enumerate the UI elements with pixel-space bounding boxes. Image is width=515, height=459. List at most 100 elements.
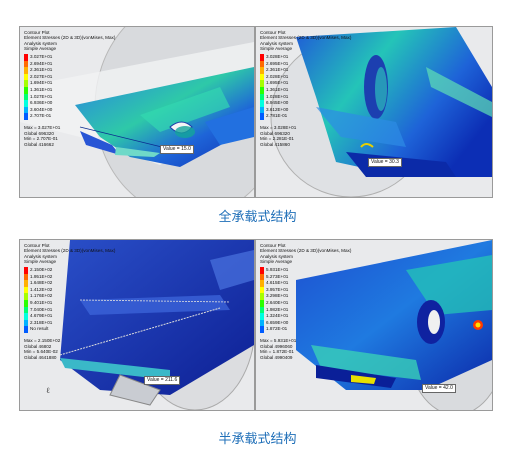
contour-panel-top-right: Contour Plot Element Stresses (2D & 3D)(… [255,26,493,198]
min-global: Global 4990409 [260,354,293,360]
plot-subtitle: Element Stresses (2D & 3D)(vonMises, Max… [24,35,116,41]
legend-label: 5.931E+01 [266,267,289,272]
legend-label: 3.298E+01 [266,293,289,299]
legend-label: 1.872E-01 [266,326,288,332]
legend-label: 1.982E+01 [266,306,289,312]
legend-swatch [260,326,264,333]
legend-label: 2.027E+01 [30,73,53,79]
legend-swatch [24,73,28,81]
legend-swatch [24,299,28,307]
max-global: Global 4996060 [260,343,293,349]
min-value: Min = 5.640E-02 [24,349,58,355]
legend-label: 3.028E+01 [266,54,289,59]
legend-swatch [24,326,28,333]
legend-entry: 7.040E+01 [24,306,53,314]
legend-swatch [24,267,28,274]
legend-swatch [24,273,28,281]
legend-entry: 2.361E+01 [260,67,288,74]
legend-label: 1.027E+01 [30,93,53,99]
legend-label: 2.318E+01 [30,319,53,325]
plot-average: Simple Average [24,258,57,264]
probe-value-box: Value = 15.0 [160,145,194,154]
legend-swatch [24,80,28,87]
legend-entry: 1.324E+01 [260,313,288,320]
legend-label: 1.028E+01 [266,93,289,99]
legend-label: 2.781E-01 [266,113,288,119]
max-value: Max = 5.931E+01 [260,338,297,343]
legend-label: 4.615E+01 [266,280,289,286]
legend-swatch [24,100,28,107]
legend-label: 1.176E+02 [30,293,53,299]
plot-stats: Max = 3.027E+01 Global 696320 Min = 2.70… [24,125,60,147]
legend-entry: 2.695E+01 [260,60,289,68]
legend-entry: 2.027E+01 [24,73,53,81]
legend-swatch [24,67,28,74]
plot-header: Contour Plot Element Stresses (2D & 3D)(… [24,30,115,51]
min-global: Global 415860 [260,141,290,147]
legend-label: 6.945E+00 [266,100,289,106]
legend-entry: 1.982E+01 [260,306,289,314]
color-legend: 3.027E+01 2.694E+01 2.361E+01 2.027E+01 1.69… [24,54,52,120]
min-value: Min = 2.281E-01 [260,136,294,142]
caption-semi-load-bearing: 半承载式结构 [218,432,297,447]
max-global: Global 46802 [24,343,52,349]
legend-label: 1.324E+01 [266,313,289,319]
plot-system: Analysis system [24,40,57,46]
legend-label: 2.150E+02 [30,267,53,272]
caption-full-load-bearing: 全承载式结构 [218,210,297,225]
color-legend: 2.150E+02 1.951E+02 1.648E+02 1.412E+02 1.17… [24,267,52,333]
plot-stats: Max = 3.028E+01 Global 696320 Min = 2.28… [260,125,296,147]
legend-label: 1.412E+02 [30,286,53,292]
legend-swatch [24,280,28,287]
max-value: Max = 3.028E+01 [260,125,297,130]
legend-label: 1.951E+02 [30,273,53,279]
legend-label: 2.694E+01 [30,60,53,66]
contour-panel-top-left: Contour Plot Element Stresses (2D & 3D)(… [19,26,255,198]
legend-entry: 6.945E+00 [260,100,288,107]
legend-label: 6.659E+00 [266,319,289,325]
plot-average: Simple Average [260,45,293,51]
plot-header: Contour Plot Element Stresses (2D & 3D)(… [24,243,115,264]
legend-label: 1.361E+01 [266,86,289,92]
legend-entry: 3.957E+01 [260,286,289,294]
legend-entry: 1.028E+01 [260,93,289,101]
legend-swatch [260,286,264,294]
legend-entry: 5.273E+01 [260,273,288,281]
plot-title: Contour Plot [260,243,286,248]
legend-swatch [24,60,28,68]
legend-label: 3.027E+01 [30,54,53,59]
legend-swatch [24,313,28,320]
color-legend: 5.931E+01 5.273E+01 4.615E+01 3.957E+01 3.29… [260,267,288,333]
legend-label: 2.695E+01 [266,60,289,66]
legend-entry: 3.027E+01 [24,54,52,61]
legend-swatch [24,54,28,61]
legend-label: 7.040E+01 [30,306,53,312]
min-value: Min = 1.872E-01 [260,349,294,355]
stress-contour-render [59,240,254,410]
max-value: Max = 2.150E+02 [24,338,61,343]
plot-stats: Max = 2.150E+02 Global 46802 Min = 5.640… [24,338,60,360]
legend-entry: 2.028E+01 [260,73,289,81]
probe-value-box: Value = 42.0 [422,384,456,393]
corner-glyph: ℓ [46,386,50,395]
plot-system: Analysis system [24,253,57,259]
plot-system: Analysis system [260,40,293,46]
legend-label: 3.604E+00 [30,106,53,112]
legend-entry: 4.679E+01 [24,313,52,320]
legend-label: 1.361E+01 [30,86,53,92]
legend-label: 2.361E+01 [30,67,53,73]
probe-value-box: Value = 30.3 [368,158,402,167]
plot-stats: Max = 5.931E+01 Global 4996060 Min = 1.8… [260,338,296,360]
legend-swatch [260,273,264,281]
legend-entry: 3.612E+00 [260,106,288,114]
plot-header: Contour Plot Element Stresses (2D & 3D)(… [260,30,351,51]
legend-swatch [260,306,264,314]
contour-panel-bottom-left: Contour Plot Element Stresses (2D & 3D)(… [19,239,255,411]
legend-label: 3.957E+01 [266,286,289,292]
legend-swatch [260,319,264,327]
plot-system: Analysis system [260,253,293,259]
legend-label: 2.028E+01 [266,73,289,79]
legend-swatch [24,93,28,101]
legend-label: 9.401E+01 [30,299,53,305]
legend-entry: 1.027E+01 [24,93,53,101]
